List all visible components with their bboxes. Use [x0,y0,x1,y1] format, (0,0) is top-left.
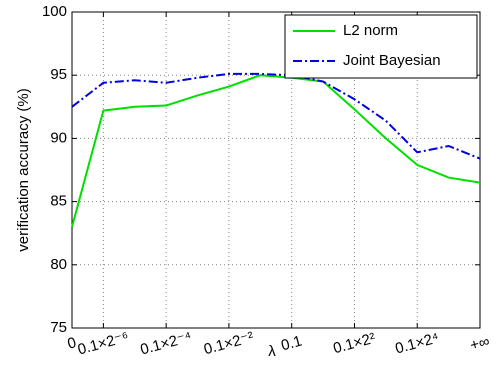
legend-box [284,14,478,79]
x-tick-label: 0.1 [279,333,304,355]
x-tick-label: +∞ [468,333,491,355]
y-tick-label: 80 [50,256,67,273]
y-tick-label: 95 [50,66,67,83]
plot-frame [71,11,481,329]
legend-label: Joint Bayesian [343,52,441,69]
y-tick-label: 75 [50,319,67,336]
line-series [71,72,481,160]
x-axis-label: λ [268,343,276,360]
legend-label: L2 norm [343,22,398,39]
y-axis-label: verification accuracy (%) [15,88,32,251]
line-series [71,74,481,228]
y-tick-label: 100 [42,3,67,20]
y-tick-label: 90 [50,129,67,146]
y-tick-label: 85 [50,193,67,210]
